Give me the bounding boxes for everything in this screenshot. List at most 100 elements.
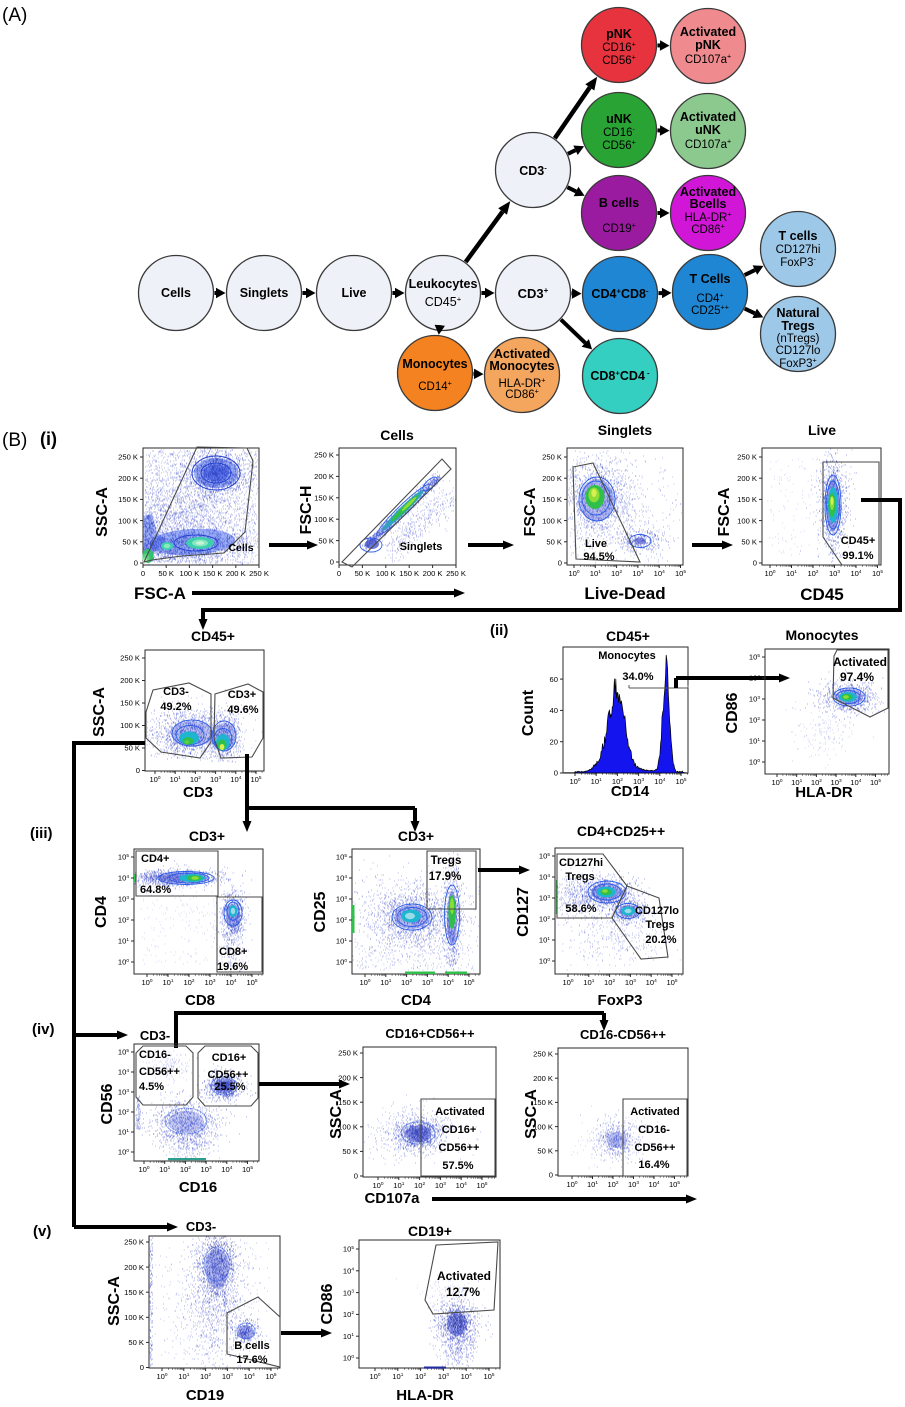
svg-text:CD16+: CD16+ xyxy=(212,1052,247,1064)
svg-text:0: 0 xyxy=(354,1172,358,1181)
svg-text:CD86+​: CD86+​ xyxy=(691,223,725,236)
svg-text:103: 103 xyxy=(435,1181,446,1190)
svg-text:CD127lo: CD127lo xyxy=(635,905,679,917)
svg-text:Singlets: Singlets xyxy=(598,422,653,438)
svg-text:101: 101 xyxy=(118,1128,129,1137)
svg-text:CD4: CD4 xyxy=(401,992,432,1009)
svg-text:200 K: 200 K xyxy=(533,1074,553,1083)
svg-text:104: 104 xyxy=(654,569,665,578)
svg-text:150 K: 150 K xyxy=(314,494,334,503)
svg-text:50 K: 50 K xyxy=(355,569,371,578)
svg-text:105: 105 xyxy=(872,569,883,578)
svg-text:0: 0 xyxy=(558,559,562,568)
svg-text:CD4: CD4 xyxy=(93,896,110,928)
svg-text:250 K: 250 K xyxy=(542,453,562,462)
svg-text:101: 101 xyxy=(159,1165,170,1174)
svg-text:CD56++: CD56++ xyxy=(139,1066,180,1078)
svg-text:101: 101 xyxy=(392,1372,403,1381)
svg-text:0: 0 xyxy=(141,569,145,578)
svg-text:CD16+CD56++: CD16+CD56++ xyxy=(385,1026,475,1041)
svg-text:105: 105 xyxy=(666,978,677,987)
svg-text:Cells: Cells xyxy=(228,542,253,554)
svg-text:CD25: CD25 xyxy=(312,891,329,932)
svg-text:Tregs: Tregs xyxy=(565,871,594,883)
svg-text:CD3+​: CD3+​ xyxy=(518,286,549,301)
svg-text:105: 105 xyxy=(118,853,129,862)
svg-text:Singlets: Singlets xyxy=(400,541,443,553)
svg-text:FSC-H: FSC-H xyxy=(298,486,315,535)
svg-text:CD127: CD127 xyxy=(515,887,532,937)
svg-text:100: 100 xyxy=(566,1180,577,1189)
svg-text:100: 100 xyxy=(118,958,129,967)
svg-text:50 K: 50 K xyxy=(158,569,174,578)
svg-text:100 K: 100 K xyxy=(124,1313,144,1322)
svg-text:Live: Live xyxy=(341,286,366,300)
svg-text:60: 60 xyxy=(550,675,558,684)
svg-text:CD127hi: CD127hi xyxy=(559,857,603,869)
svg-text:FoxP3: FoxP3 xyxy=(597,992,642,1009)
svg-text:104: 104 xyxy=(850,778,861,787)
svg-text:101: 101 xyxy=(162,978,173,987)
svg-text:101: 101 xyxy=(583,978,594,987)
svg-text:50 K: 50 K xyxy=(124,744,140,753)
svg-text:CD16: CD16 xyxy=(179,1179,217,1196)
svg-text:105: 105 xyxy=(242,1165,253,1174)
svg-text:CD4+CD25++: CD4+CD25++ xyxy=(577,823,665,839)
svg-text:CD3-: CD3- xyxy=(186,1219,216,1234)
svg-text:FSC-A: FSC-A xyxy=(522,487,539,536)
svg-text:102: 102 xyxy=(118,916,129,925)
svg-text:104: 104 xyxy=(443,978,454,987)
svg-text:101: 101 xyxy=(591,777,602,786)
svg-text:100 K: 100 K xyxy=(737,516,757,525)
svg-text:104: 104 xyxy=(336,874,347,883)
svg-text:104: 104 xyxy=(118,1068,129,1077)
svg-text:200 K: 200 K xyxy=(542,474,562,483)
svg-text:SSC-A: SSC-A xyxy=(94,487,111,537)
svg-text:103: 103 xyxy=(628,1180,639,1189)
svg-text:250 K: 250 K xyxy=(249,569,269,578)
svg-text:99.1%: 99.1% xyxy=(842,550,873,562)
svg-text:250 K: 250 K xyxy=(118,453,138,462)
svg-text:CD45+​: CD45+​ xyxy=(425,294,462,309)
svg-text:Monocytes: Monocytes xyxy=(598,650,655,662)
svg-text:Cells: Cells xyxy=(161,286,191,300)
svg-text:200 K: 200 K xyxy=(314,472,334,481)
svg-text:(i): (i) xyxy=(40,429,57,449)
svg-text:Singlets: Singlets xyxy=(240,286,289,300)
svg-text:CD14+​: CD14+​ xyxy=(418,380,452,393)
svg-text:SSC-A: SSC-A xyxy=(91,687,108,737)
svg-text:CD56+​: CD56+​ xyxy=(602,54,636,67)
svg-text:105: 105 xyxy=(463,978,474,987)
svg-text:104: 104 xyxy=(244,1372,255,1381)
svg-text:CD8+: CD8+ xyxy=(219,946,247,958)
svg-text:100: 100 xyxy=(118,1148,129,1157)
svg-text:102: 102 xyxy=(190,775,201,784)
svg-text:0: 0 xyxy=(554,769,558,778)
svg-text:Cells: Cells xyxy=(380,427,414,443)
svg-text:200 K: 200 K xyxy=(124,1263,144,1272)
svg-text:101: 101 xyxy=(749,737,760,746)
svg-text:102: 102 xyxy=(607,1180,618,1189)
svg-text:150 K: 150 K xyxy=(542,495,562,504)
svg-text:100 K: 100 K xyxy=(120,721,140,730)
svg-text:102: 102 xyxy=(612,777,623,786)
svg-text:pNK: pNK xyxy=(606,27,632,41)
svg-text:97.4%: 97.4% xyxy=(840,670,874,684)
svg-text:20.2%: 20.2% xyxy=(645,934,676,946)
svg-text:100 K: 100 K xyxy=(179,569,199,578)
svg-text:102: 102 xyxy=(604,978,615,987)
svg-text:CD45+: CD45+ xyxy=(606,628,650,644)
svg-text:101: 101 xyxy=(380,978,391,987)
svg-text:103: 103 xyxy=(201,1165,212,1174)
svg-text:101: 101 xyxy=(539,936,550,945)
svg-text:HLA-DR+​: HLA-DR+​ xyxy=(685,211,732,224)
svg-text:Tregs: Tregs xyxy=(781,319,814,333)
svg-text:T Cells: T Cells xyxy=(690,272,731,286)
svg-text:50 K: 50 K xyxy=(741,538,757,547)
svg-text:50 K: 50 K xyxy=(342,1147,358,1156)
svg-text:64.8%: 64.8% xyxy=(140,884,171,896)
svg-text:Leukocytes: Leukocytes xyxy=(409,277,478,291)
svg-text:Activated: Activated xyxy=(833,655,887,669)
svg-text:(nTregs): (nTregs) xyxy=(776,333,819,345)
svg-text:CD14: CD14 xyxy=(611,783,650,800)
